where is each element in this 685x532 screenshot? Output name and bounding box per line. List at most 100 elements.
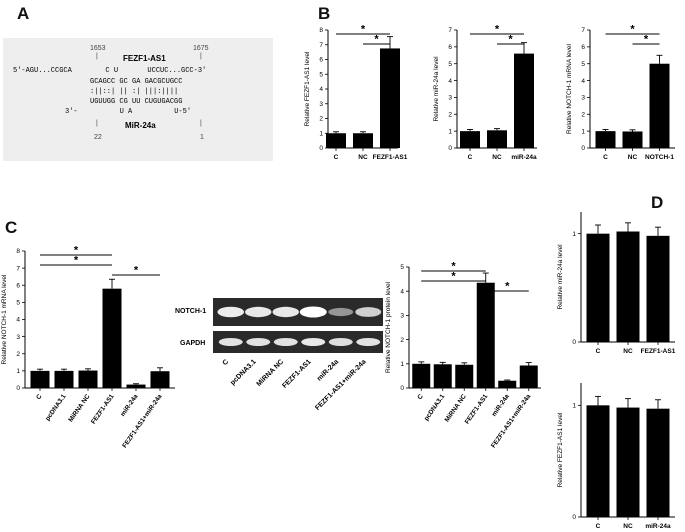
bar <box>616 231 640 342</box>
bar <box>476 282 495 388</box>
blot-label-notch: NOTCH-1 <box>175 308 206 315</box>
y-tick-label: 2 <box>448 111 452 118</box>
chart-c1: 0 1 2 3 4 5 6 7 8 Relative NOTCH-1 mRNA level C pcD… <box>1 245 175 449</box>
seq-bottom: 3'- U A U-5' <box>65 108 191 116</box>
y-tick-label: 4 <box>319 86 323 93</box>
blot-band-notch <box>299 306 327 318</box>
x-tick-label: C <box>596 348 601 355</box>
y-tick-label: 2 <box>400 337 404 344</box>
panel-letter-d: D <box>651 193 664 212</box>
bar <box>353 133 373 148</box>
significance-star: * <box>74 245 79 257</box>
y-tick-label: 0 <box>400 385 404 392</box>
y-tick-label: 6 <box>448 44 452 51</box>
y-tick-label: 1 <box>448 128 452 135</box>
significance-star: * <box>134 265 139 277</box>
y-tick-label: 5 <box>581 61 585 68</box>
y-tick-label: 0 <box>572 514 576 521</box>
bar <box>78 370 98 388</box>
x-tick-label: NC <box>628 154 638 161</box>
x-tick-label: C <box>334 154 339 161</box>
y-tick-label: 4 <box>448 78 452 85</box>
y-axis-label: Relative miR-24a level <box>557 244 564 310</box>
y-tick-label: 8 <box>16 248 20 255</box>
x-tick-label: miR-24a <box>491 393 511 418</box>
y-tick-label: 3 <box>16 334 20 341</box>
y-tick-label: 7 <box>448 27 452 34</box>
x-tick-label: C <box>468 154 473 161</box>
y-tick-label: 4 <box>16 317 20 324</box>
y-tick-label: 1 <box>581 128 585 135</box>
tick-right-b: | <box>200 120 202 127</box>
blot-band-notch <box>355 307 382 317</box>
y-tick-label: 1 <box>16 368 20 375</box>
blot-band-notch <box>217 306 245 318</box>
y-tick-label: 5 <box>16 300 20 307</box>
blot-band-gapdh <box>246 338 271 346</box>
y-tick-label: 7 <box>16 265 20 272</box>
x-tick-label: C <box>596 523 601 530</box>
y-tick-label: 2 <box>319 116 323 123</box>
y-tick-label: 1 <box>400 361 404 368</box>
y-tick-label: 3 <box>581 95 585 102</box>
tick-left-b: | <box>96 120 98 127</box>
bar <box>380 48 400 148</box>
y-tick-label: 7 <box>319 42 323 49</box>
bar <box>586 233 610 342</box>
seq-top: 5'-AGU...CCGCA C U UCCUC...GCC-3' <box>13 67 206 75</box>
seq-top-mid: GCAGCC GC GA GACGCUGCC <box>90 78 182 86</box>
blot-band-notch <box>244 306 272 318</box>
bar <box>595 131 616 148</box>
y-axis-label: Relative NOTCH-1 protein level <box>385 281 392 373</box>
bar <box>646 408 670 517</box>
y-tick-label: 4 <box>581 78 585 85</box>
y-tick-label: 0 <box>572 339 576 346</box>
chart-d1: 0 1 Relative miR-24a level C NC FEZF1-AS1 <box>557 212 676 355</box>
x-tick-label: C <box>416 393 425 401</box>
x-tick-label: NC <box>358 154 368 161</box>
y-axis-label: Relative NOTCH-1 mRNA level <box>1 274 8 364</box>
x-tick-label: pcDNA3.1 <box>44 393 68 422</box>
y-tick-label: 5 <box>448 61 452 68</box>
seq-bot-mid: UGUUGG CG UU CUGUGACGG <box>90 98 182 106</box>
y-tick-label: 0 <box>16 385 20 392</box>
y-tick-label: 0 <box>319 145 323 152</box>
x-tick-label: FEZF1-AS1 <box>641 348 676 355</box>
y-axis-label: Relative FEZF1-AS1 level <box>304 51 311 126</box>
chart-b2: 0 1 2 3 4 5 6 7 Relative miR-24a level C NC miR-24a… <box>433 24 537 162</box>
x-tick-label: miR-24a <box>511 154 537 161</box>
significance-star: * <box>508 34 513 46</box>
pos-right-label: 1675 <box>193 45 209 52</box>
chart-b3: 0 1 2 3 4 5 6 7 Relative NOTCH-1 mRNA level C NC NO… <box>566 24 675 161</box>
x-tick-label: FEZF1-AS1 <box>464 393 490 426</box>
x-tick-label: MiRNA NC <box>67 393 91 424</box>
significance-star: * <box>374 34 379 46</box>
bar <box>498 380 517 388</box>
mir-label: MiR-24a <box>125 121 156 130</box>
bar <box>150 371 170 388</box>
y-axis-label: Relative miR-24a level <box>433 56 440 122</box>
y-tick-label: 3 <box>400 313 404 320</box>
y-tick-label: 3 <box>319 101 323 108</box>
y-tick-label: 3 <box>448 95 452 102</box>
x-tick-label: NC <box>492 154 502 161</box>
bar <box>622 131 643 148</box>
x-tick-label: FEZF1-AS1 <box>90 393 116 426</box>
x-tick-label: miR-24a <box>119 393 139 418</box>
significance-star: * <box>451 271 456 283</box>
y-tick-label: 8 <box>319 27 323 34</box>
bar <box>649 63 670 148</box>
x-tick-label: NOTCH-1 <box>645 154 674 161</box>
bar <box>433 364 452 388</box>
y-tick-label: 7 <box>581 27 585 34</box>
significance-star: * <box>644 34 649 46</box>
bar <box>102 288 122 388</box>
chart-c2: 0 1 2 3 4 5 Relative NOTCH-1 protein level CpcD… <box>385 261 541 449</box>
significance-star: * <box>505 281 510 293</box>
x-tick-label: C <box>603 154 608 161</box>
y-tick-label: 5 <box>400 264 404 271</box>
y-tick-label: 0 <box>448 145 452 152</box>
y-tick-label: 4 <box>400 288 404 295</box>
